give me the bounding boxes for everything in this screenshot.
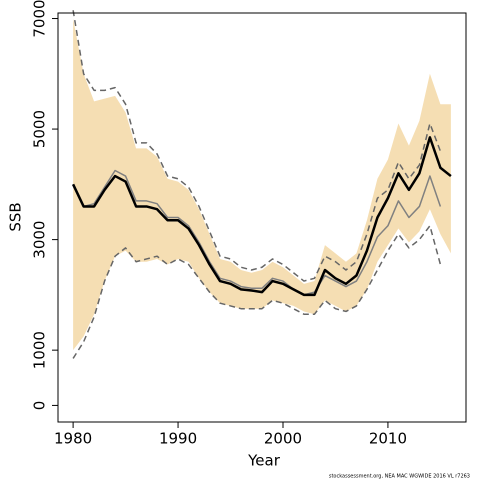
y-tick-label: 1000	[31, 331, 49, 369]
y-tick-label: 7000	[31, 0, 49, 38]
y-tick-label: 5000	[31, 110, 49, 148]
y-axis-label: SSB	[7, 202, 25, 231]
y-tick-label: 0	[31, 401, 49, 411]
line	[72, 169, 442, 296]
x-tick-label: 1990	[159, 430, 197, 448]
x-tick-label: 2000	[264, 430, 302, 448]
line	[71, 136, 452, 297]
plot-frame	[57, 12, 467, 423]
footnote: stockassessment.org, NEA MAC WGWIDE 2016…	[329, 474, 470, 480]
x-axis-label: Year	[247, 452, 281, 470]
x-tick-label: 1980	[54, 430, 92, 448]
line	[72, 225, 442, 359]
y-tick-label: 3000	[31, 221, 49, 259]
x-tick-label: 2010	[369, 430, 407, 448]
confidence-band	[73, 18, 451, 351]
